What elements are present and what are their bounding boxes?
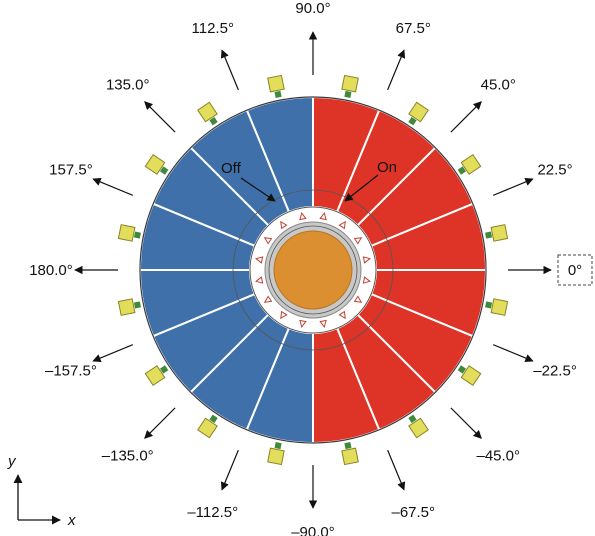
segment-group xyxy=(138,95,488,445)
electrode-marker xyxy=(353,295,363,303)
off-indicator: Off xyxy=(221,160,276,202)
pad xyxy=(460,154,482,175)
reference-angle-box xyxy=(557,254,593,286)
electrode-marker xyxy=(362,256,371,264)
pad-connector xyxy=(485,231,493,239)
pad xyxy=(197,417,218,439)
electrode-marker xyxy=(263,295,273,303)
on-pointer-arrow xyxy=(344,174,379,202)
direction-arrow xyxy=(492,177,534,196)
direction-arrow xyxy=(144,101,176,133)
pad xyxy=(144,154,166,175)
angle-label: 0° xyxy=(568,262,582,279)
angle-label: –157.5° xyxy=(45,362,97,379)
electrode-marker xyxy=(319,212,327,221)
pad-connector xyxy=(457,365,466,374)
pad xyxy=(144,365,166,386)
pad-connector xyxy=(133,301,141,309)
direction-arrow xyxy=(144,407,176,439)
angle-label: 67.5° xyxy=(396,20,431,37)
direction-arrow xyxy=(92,344,134,363)
angle-label: 135.0° xyxy=(106,77,150,94)
pad-group xyxy=(117,74,509,466)
direction-arrow-group xyxy=(74,31,552,509)
electrode-marker xyxy=(280,310,288,320)
direction-arrow xyxy=(220,49,239,91)
pad-connector xyxy=(344,442,352,450)
pad xyxy=(267,74,285,93)
off-pointer-arrow xyxy=(240,177,276,202)
y-axis-label: y xyxy=(7,453,17,470)
pad-connector xyxy=(274,442,282,450)
pad-connector xyxy=(408,117,417,126)
direction-arrow xyxy=(450,101,482,133)
pad-connector xyxy=(209,414,218,423)
inner-ring-group xyxy=(232,189,394,351)
pad xyxy=(460,365,482,386)
pad-connector xyxy=(274,90,282,98)
pad-connector xyxy=(209,117,218,126)
electrode-marker xyxy=(299,319,307,328)
on-indicator: On xyxy=(344,159,397,202)
guide-circle xyxy=(232,189,394,351)
pad xyxy=(341,447,359,466)
angle-label-group: 0° 22.5° 45.0° 67.5° 90.0° 112.5° 135.0° 157.5°… xyxy=(29,0,593,536)
direction-arrow xyxy=(92,177,134,196)
direction-arrow xyxy=(220,449,239,491)
angle-label: –67.5° xyxy=(391,504,435,521)
direction-arrow xyxy=(450,407,482,439)
electrode-marker xyxy=(338,310,346,320)
electrode-marker xyxy=(255,256,264,264)
off-label: Off xyxy=(221,160,242,177)
pad-connector xyxy=(408,414,417,423)
angle-label: –45.0° xyxy=(476,447,520,464)
angle-label: 157.5° xyxy=(49,162,93,179)
pad xyxy=(408,101,429,123)
outer-boundary xyxy=(139,96,487,444)
coordinate-axes: y x xyxy=(7,453,76,529)
pad xyxy=(490,298,509,316)
on-label: On xyxy=(377,159,397,176)
direction-arrow xyxy=(387,49,406,91)
angle-label: 45.0° xyxy=(481,77,516,94)
x-axis-label: x xyxy=(67,512,76,529)
electrode-marker xyxy=(338,220,346,230)
electrode-marker xyxy=(255,276,264,284)
direction-arrow xyxy=(387,449,406,491)
electrode-marker xyxy=(299,212,307,221)
pad-connector xyxy=(160,166,169,175)
pad xyxy=(267,447,285,466)
angle-label: 22.5° xyxy=(537,162,572,179)
electrode-marker xyxy=(280,220,288,230)
pad-connector xyxy=(457,166,466,175)
pad-connector xyxy=(485,301,493,309)
core-boundary xyxy=(268,225,358,315)
angle-label: –22.5° xyxy=(533,362,577,379)
angle-label: –90.0° xyxy=(291,524,335,536)
pad xyxy=(117,224,136,242)
angle-label: 112.5° xyxy=(192,20,234,37)
angle-label: 180.0° xyxy=(29,262,73,279)
pad xyxy=(490,224,509,242)
pad-connector xyxy=(160,365,169,374)
pad xyxy=(341,74,359,93)
angle-label: –112.5° xyxy=(187,504,238,521)
electrode-marker xyxy=(319,319,327,328)
pad xyxy=(117,298,136,316)
electrode-marker xyxy=(263,237,273,245)
central-core xyxy=(273,230,353,310)
electrode-marker xyxy=(362,276,371,284)
pad xyxy=(408,417,429,439)
pad-connector xyxy=(133,231,141,239)
pad xyxy=(197,101,218,123)
electrode-marker xyxy=(353,237,363,245)
angle-label: –135.0° xyxy=(102,447,154,464)
angle-label: 90.0° xyxy=(295,0,330,17)
direction-arrow xyxy=(492,344,534,363)
pad-connector xyxy=(344,90,352,98)
